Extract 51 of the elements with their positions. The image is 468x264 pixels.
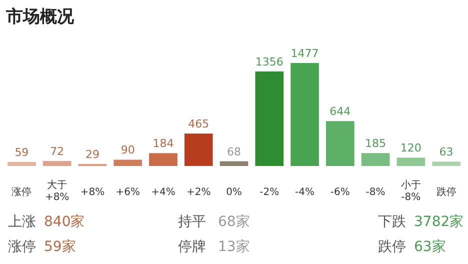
x-tick-label: 大于+8%	[44, 179, 70, 203]
data-label: 90	[120, 144, 135, 157]
bar	[396, 158, 426, 166]
text: 下跌	[378, 214, 406, 230]
x-tick-label: -2%	[260, 187, 280, 198]
bar	[42, 160, 72, 166]
bar	[326, 121, 354, 166]
x-tick-label: +8%	[80, 187, 105, 198]
x-tick-label: +6%	[116, 187, 140, 198]
bar	[149, 153, 178, 166]
bar	[184, 134, 213, 166]
bar	[8, 162, 36, 166]
x-tick-label: 涨停	[12, 186, 32, 198]
x-tick-label: +2%	[186, 187, 211, 198]
data-label: 184	[152, 137, 174, 150]
data-label: 72	[50, 144, 64, 158]
bar	[432, 162, 460, 166]
data-label: 644	[330, 105, 351, 118]
x-tick-label: 0%	[226, 187, 242, 198]
text: 跌停	[378, 239, 406, 255]
text: 13家	[218, 239, 250, 255]
data-label: 465	[188, 118, 210, 131]
chart-title: 市场概况	[5, 7, 75, 27]
text: 上涨	[8, 214, 36, 230]
x-tick-label: -4%	[295, 187, 315, 198]
text: 停牌	[178, 239, 206, 255]
text: 840家	[44, 214, 85, 230]
x-tick-label: 小于-8%	[400, 179, 421, 203]
data-label: 1356	[255, 55, 284, 68]
text: 63家	[414, 239, 446, 255]
text: 3782家	[414, 214, 464, 230]
x-tick-label: -6%	[330, 187, 350, 198]
x-tick-label: -8%	[366, 187, 386, 198]
text: 涨停	[8, 239, 36, 255]
data-label: 185	[365, 137, 386, 150]
bar	[114, 160, 142, 166]
data-label: 29	[85, 148, 100, 161]
data-label: 120	[400, 142, 422, 155]
text: 68家	[218, 214, 250, 230]
data-label: 68	[227, 145, 241, 158]
data-label: 1477	[290, 47, 319, 60]
x-tick-label: 跌停	[436, 186, 456, 198]
bar	[361, 153, 390, 166]
bar	[255, 71, 284, 166]
data-label: 59	[14, 146, 29, 159]
text: 59家	[44, 239, 76, 255]
bar	[220, 161, 248, 166]
x-tick-label: +4%	[151, 187, 176, 198]
data-label: 63	[439, 146, 454, 159]
text: 持平	[178, 214, 206, 230]
bar	[290, 63, 319, 166]
